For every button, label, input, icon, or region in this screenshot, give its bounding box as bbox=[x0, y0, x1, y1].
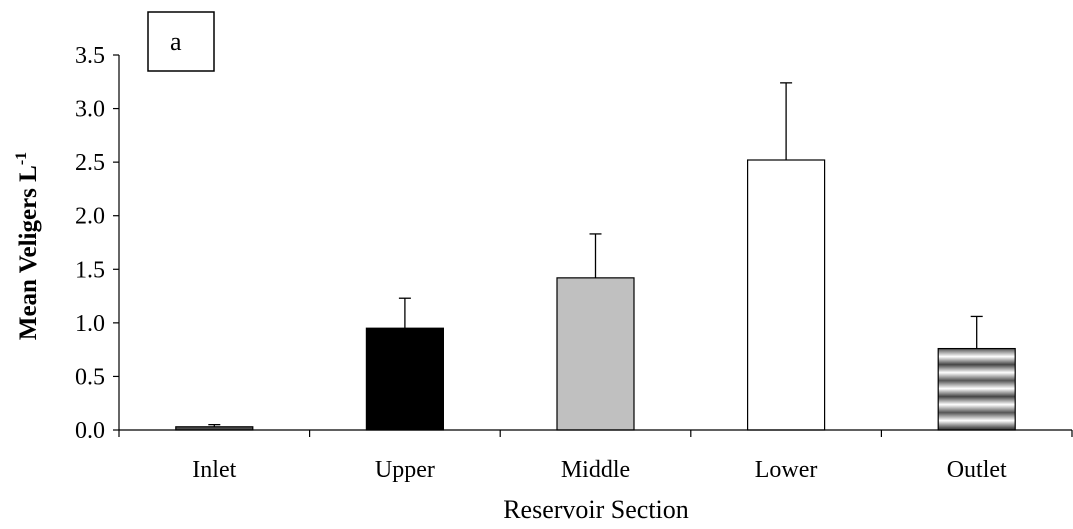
bars-group bbox=[175, 159, 1016, 431]
y-tick-label: 0.5 bbox=[75, 364, 105, 390]
panel-label: a bbox=[170, 27, 182, 56]
x-tick-label-inlet: Inlet bbox=[192, 457, 236, 483]
y-tick-label: 1.5 bbox=[75, 257, 105, 283]
error-bars-group bbox=[208, 82, 983, 427]
x-axis-title: Reservoir Section bbox=[503, 495, 689, 524]
x-tick-label-outlet: Outlet bbox=[947, 457, 1007, 483]
y-tick-label: 0.0 bbox=[75, 418, 105, 444]
bar-upper bbox=[365, 327, 444, 431]
y-axis-title-superscript: -1 bbox=[13, 152, 30, 165]
bar-lower bbox=[746, 159, 826, 431]
panel-label-box bbox=[147, 11, 215, 72]
y-tick-label: 2.0 bbox=[75, 204, 105, 230]
bar-outlet bbox=[937, 347, 1016, 431]
y-axis-title: Mean Veligers L-1 bbox=[13, 152, 42, 340]
x-tick-label-lower: Lower bbox=[755, 457, 818, 483]
y-tick-label: 3.0 bbox=[75, 97, 105, 123]
y-tick-label: 3.5 bbox=[75, 43, 105, 69]
x-tick-label-upper: Upper bbox=[375, 457, 435, 483]
y-axis-title-main: Mean Veligers L bbox=[15, 165, 42, 340]
bar-middle bbox=[556, 277, 635, 431]
y-tick-label: 1.0 bbox=[75, 311, 105, 337]
y-tick-label: 2.5 bbox=[75, 150, 105, 176]
x-ticks-group: Inlet Upper Middle Lower Outlet bbox=[118, 430, 1073, 483]
y-ticks-group: 0.0 0.5 1.0 1.5 2.0 2.5 3.0 3.5 bbox=[75, 43, 119, 444]
x-tick-label-middle: Middle bbox=[561, 457, 630, 483]
